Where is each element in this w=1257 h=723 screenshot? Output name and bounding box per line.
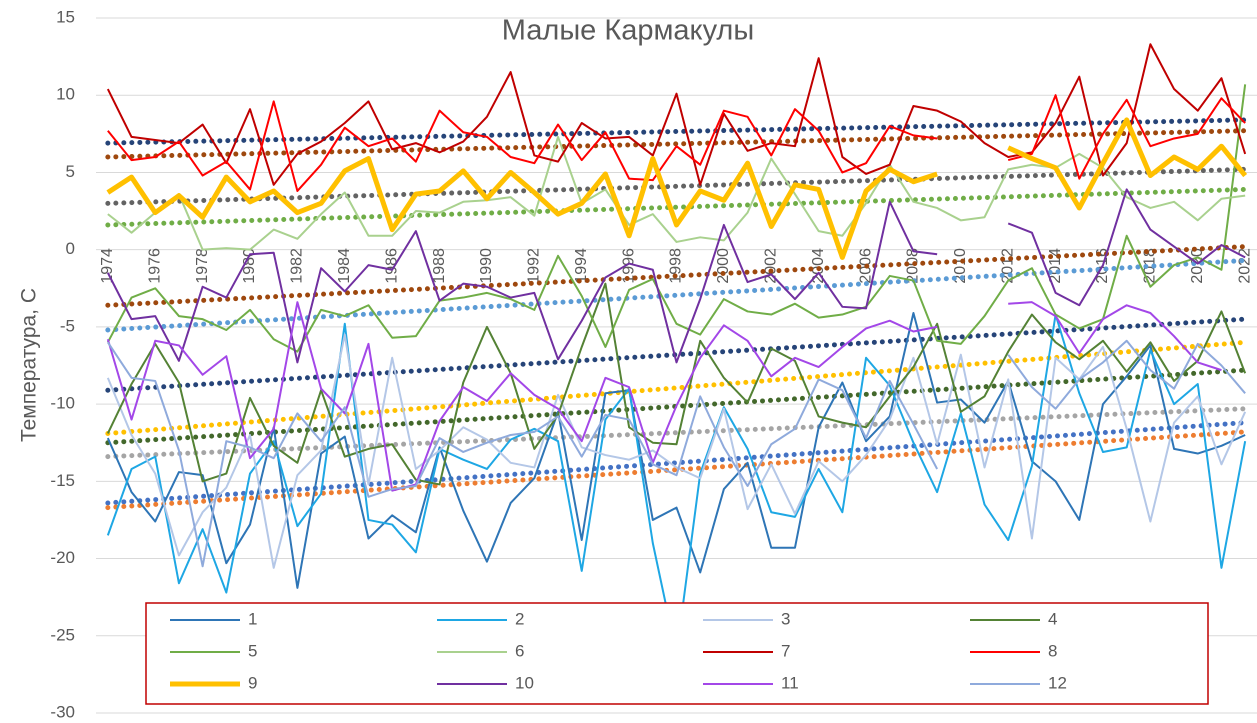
trend-line: [105, 257, 1248, 333]
x-tick-label: 2008: [905, 248, 922, 284]
legend-label: 2: [515, 609, 524, 628]
chart-title: Малые Кармакулы: [502, 15, 754, 47]
series-line: [106, 301, 1222, 492]
x-tick-label: 1978: [194, 248, 211, 284]
series-line: [106, 84, 1247, 353]
y-tick-label: -15: [50, 471, 75, 490]
legend-label: 10: [515, 673, 534, 692]
trend-line: [105, 128, 1248, 160]
trend-line: [105, 406, 1248, 460]
legend-label: 5: [248, 641, 257, 660]
trend-line: [105, 166, 1248, 206]
y-tick-label: -20: [50, 548, 75, 567]
y-tick-label: 0: [66, 239, 75, 258]
x-tick-label: 2010: [952, 248, 969, 284]
x-tick-label: 2020: [1189, 248, 1206, 284]
legend-label: 9: [248, 673, 257, 692]
x-tick-label: 1982: [289, 248, 306, 284]
y-axis-label: Температура, С: [18, 288, 41, 442]
x-tick-label: 1984: [336, 248, 353, 284]
y-tick-label: 5: [66, 162, 75, 181]
trend-line: [105, 429, 1248, 511]
series-line: [106, 282, 1247, 486]
x-tick-label: 1980: [241, 248, 258, 284]
x-tick-label: 2000: [715, 248, 732, 284]
plot-area: [105, 43, 1248, 656]
series-line: [106, 117, 1248, 260]
x-tick-label: 1976: [146, 248, 163, 284]
x-tick-label: 1992: [526, 248, 543, 284]
x-tick-label: 2022: [1236, 248, 1253, 284]
legend-label: 7: [781, 641, 790, 660]
x-tick-label: 1974: [99, 248, 116, 284]
x-tick-label: 2004: [810, 248, 827, 284]
legend: 1 2 3 45 6 7 89 10 11 12: [170, 609, 1067, 692]
series-line: [106, 311, 1246, 589]
x-tick-label: 1996: [620, 248, 637, 284]
y-tick-label: -25: [50, 625, 75, 644]
legend-label: 3: [781, 609, 790, 628]
series-line: [106, 43, 1247, 186]
legend-label: 12: [1048, 673, 1067, 692]
series-line: [106, 333, 1247, 569]
x-tick-label: 1988: [431, 248, 448, 284]
x-tick-label: 1986: [383, 248, 400, 284]
legend-label: 8: [1048, 641, 1057, 660]
x-tick-label: 1998: [668, 248, 685, 284]
trend-line: [105, 186, 1248, 228]
y-tick-label: -5: [60, 316, 75, 335]
series-line: [107, 94, 1246, 192]
x-tick-label: 1990: [478, 248, 495, 284]
legend-label: 1: [248, 609, 257, 628]
trend-line: [105, 316, 1248, 393]
trend-line: [105, 420, 1248, 506]
trend-line: [105, 244, 1248, 308]
y-tick-label: 10: [56, 85, 75, 104]
x-tick-label: 1994: [573, 248, 590, 284]
trend-line: [105, 117, 1248, 146]
series-line: [107, 339, 1246, 568]
series-line: [106, 188, 1246, 364]
legend-label: 4: [1048, 609, 1057, 628]
legend-label: 11: [781, 673, 799, 692]
legend-label: 6: [515, 641, 524, 660]
y-tick-label: 15: [56, 7, 75, 26]
y-tick-label: -10: [50, 394, 75, 413]
y-tick-label: -30: [50, 702, 75, 721]
x-tick-label: 2002: [762, 248, 779, 284]
